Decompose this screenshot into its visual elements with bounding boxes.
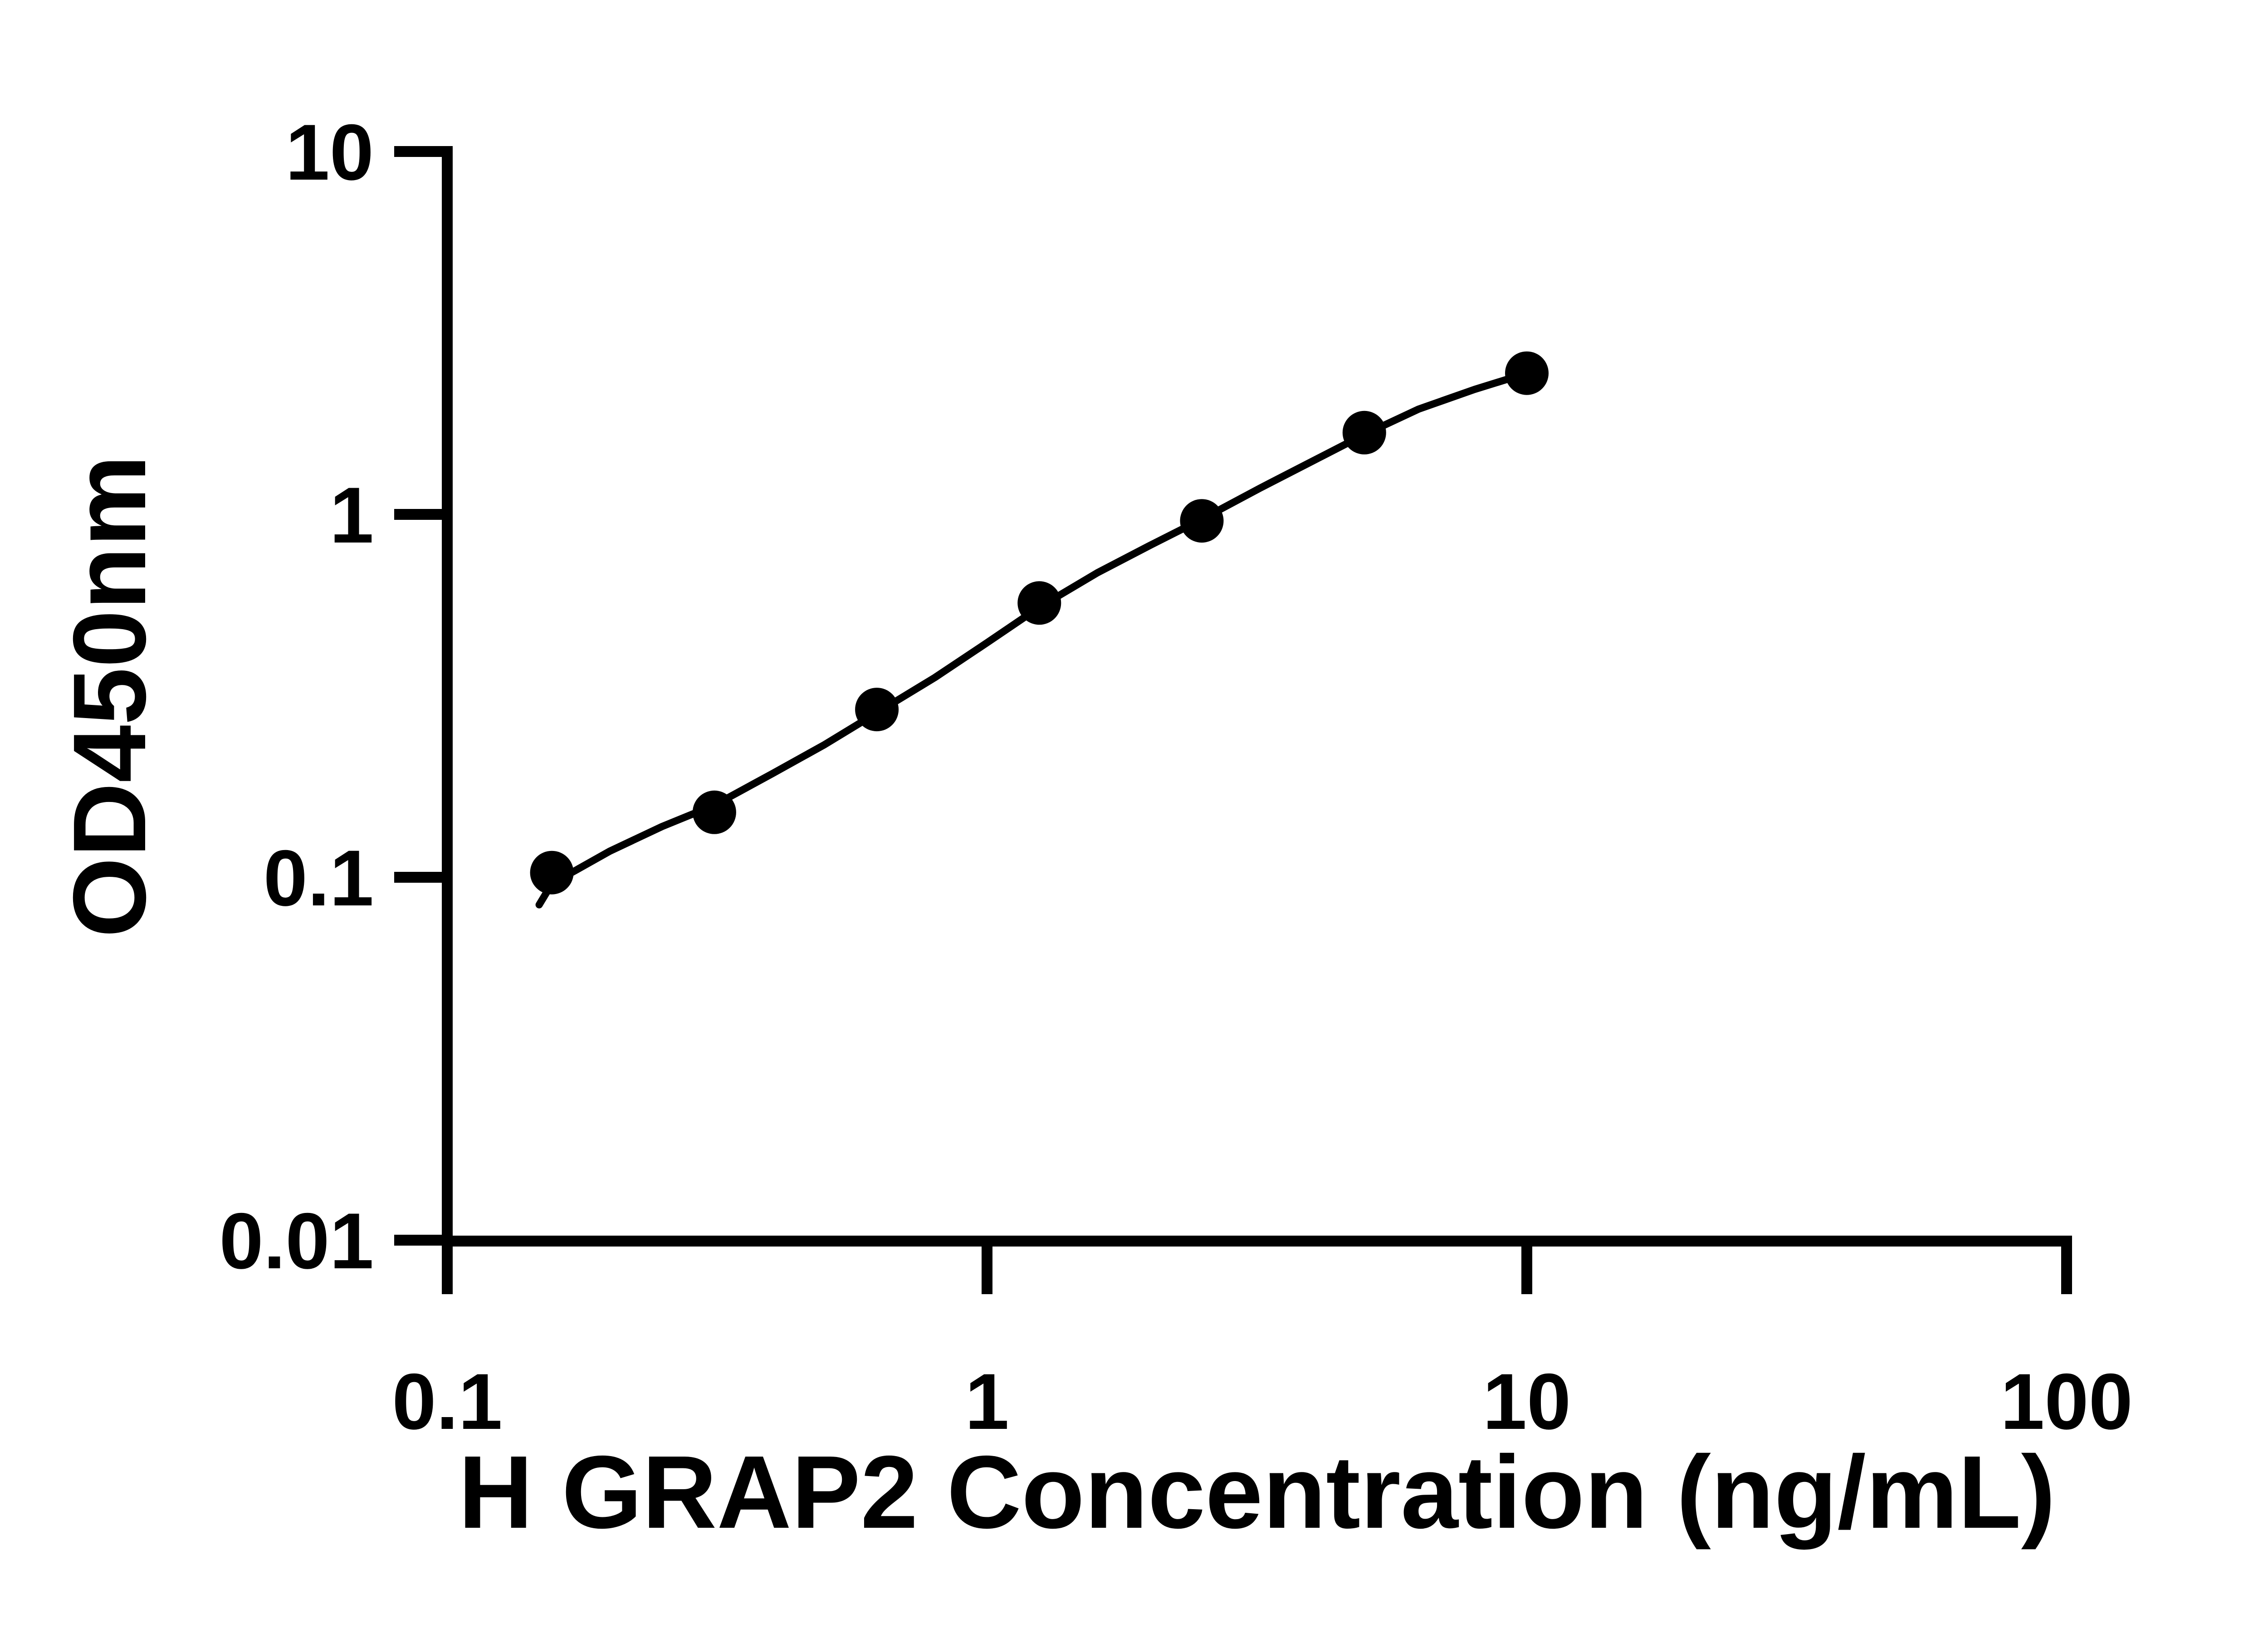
x-tick-label-0.1: 0.1 [392, 1358, 502, 1446]
x-axis-title: H GRAP2 Concentration (ng/mL) [458, 1435, 2055, 1550]
x-tick-label-100: 100 [2000, 1358, 2133, 1446]
y-axis-title: OD450nm [52, 455, 167, 938]
y-tick-label-1: 1 [330, 471, 374, 560]
data-point-6 [1342, 411, 1386, 455]
x-tick-label-1: 1 [965, 1358, 1009, 1446]
y-tick-label-0.1: 0.1 [264, 834, 374, 923]
data-point-2 [692, 790, 736, 834]
data-point-3 [855, 688, 899, 732]
y-tick-label-10: 10 [285, 108, 374, 197]
data-point-7 [1505, 351, 1549, 395]
data-point-1 [530, 851, 574, 895]
data-point-5 [1180, 499, 1224, 543]
x-tick-label-10: 10 [1483, 1358, 1571, 1446]
y-tick-label-0.01: 0.01 [219, 1197, 374, 1286]
data-point-4 [1017, 581, 1061, 625]
fit-curve-line [535, 369, 1530, 909]
